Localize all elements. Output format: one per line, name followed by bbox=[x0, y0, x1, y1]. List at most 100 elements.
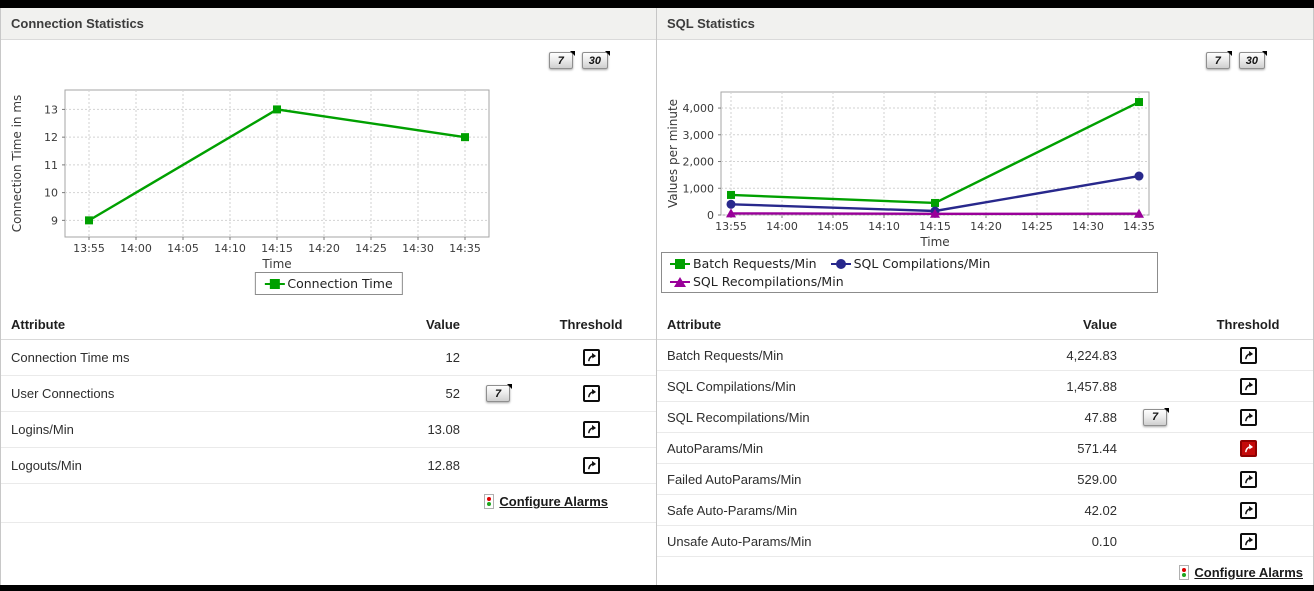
svg-text:14:00: 14:00 bbox=[766, 220, 798, 233]
trend-cell bbox=[470, 411, 526, 448]
attribute-header: Attribute bbox=[657, 310, 1017, 340]
legend-item: SQL Recompilations/Min bbox=[670, 274, 844, 289]
value-header: Value bbox=[1017, 310, 1127, 340]
sql-statistics-panel: SQL Statistics 7 30 13:55 14:00 14:05 14:10… bbox=[657, 8, 1313, 585]
threshold-icon[interactable] bbox=[1239, 532, 1257, 550]
svg-text:14:05: 14:05 bbox=[817, 220, 849, 233]
threshold-icon[interactable] bbox=[582, 421, 600, 439]
trend-cell bbox=[470, 447, 526, 484]
threshold-header: Threshold bbox=[1183, 310, 1313, 340]
table-row: Failed AutoParams/Min 529.00 bbox=[657, 463, 1313, 495]
threshold-icon[interactable] bbox=[1239, 408, 1257, 426]
threshold-icon[interactable] bbox=[1239, 377, 1257, 395]
svg-text:14:25: 14:25 bbox=[355, 242, 387, 255]
table-row: Connection Time ms 12 bbox=[1, 339, 656, 376]
threshold-cell bbox=[1183, 463, 1313, 495]
table-header-row: Attribute Value Threshold bbox=[1, 310, 656, 340]
threshold-cell bbox=[1183, 339, 1313, 371]
svg-text:14:00: 14:00 bbox=[120, 242, 152, 255]
svg-text:3,000: 3,000 bbox=[683, 129, 715, 142]
svg-text:Time: Time bbox=[919, 235, 949, 249]
trend-cell bbox=[1127, 339, 1183, 371]
table-row: User Connections 52 7 bbox=[1, 375, 656, 412]
top-black-bar bbox=[0, 0, 1314, 8]
trend-cell: 7 bbox=[1127, 401, 1183, 433]
chart-range-buttons: 7 30 bbox=[1205, 51, 1268, 69]
threshold-cell bbox=[1183, 370, 1313, 402]
trend-cell bbox=[1127, 432, 1183, 464]
attribute-label: User Connections bbox=[1, 375, 360, 412]
trend-cell bbox=[470, 339, 526, 376]
threshold-cell bbox=[1183, 525, 1313, 557]
legend-label: Connection Time bbox=[287, 276, 393, 291]
range-7-button[interactable]: 7 bbox=[548, 51, 575, 69]
attribute-label: Logins/Min bbox=[1, 411, 360, 448]
legend-item: SQL Compilations/Min bbox=[830, 256, 991, 271]
configure-alarms-row: Configure Alarms bbox=[1, 483, 656, 523]
attribute-label: SQL Compilations/Min bbox=[657, 370, 1017, 402]
curved-arrow-icon bbox=[1244, 412, 1253, 421]
threshold-icon[interactable] bbox=[1239, 470, 1257, 488]
svg-text:12: 12 bbox=[44, 131, 58, 144]
svg-text:Values per minute: Values per minute bbox=[666, 99, 680, 208]
table-row: Logins/Min 13.08 bbox=[1, 411, 656, 448]
range-7-button[interactable]: 7 bbox=[1205, 51, 1232, 69]
table-row: Logouts/Min 12.88 bbox=[1, 447, 656, 484]
trend-7-button[interactable]: 7 bbox=[1143, 407, 1169, 426]
table-row: AutoParams/Min 571.44 bbox=[657, 432, 1313, 464]
attribute-value: 42.02 bbox=[1017, 494, 1127, 526]
attribute-value: 0.10 bbox=[1017, 525, 1127, 557]
traffic-light-icon bbox=[1179, 564, 1190, 580]
svg-text:14:30: 14:30 bbox=[402, 242, 434, 255]
table-row: Batch Requests/Min 4,224.83 bbox=[657, 339, 1313, 371]
svg-text:0: 0 bbox=[707, 209, 714, 222]
attribute-label: SQL Recompilations/Min bbox=[657, 401, 1017, 433]
range-30-button[interactable]: 30 bbox=[1238, 51, 1268, 69]
svg-text:9: 9 bbox=[51, 214, 58, 227]
configure-alarms-link[interactable]: Configure Alarms bbox=[1179, 564, 1303, 580]
threshold-cell bbox=[526, 339, 656, 376]
range-30-button[interactable]: 30 bbox=[581, 51, 611, 69]
threshold-header: Threshold bbox=[526, 310, 656, 340]
attribute-value: 13.08 bbox=[360, 411, 470, 448]
threshold-icon[interactable] bbox=[582, 457, 600, 475]
traffic-light-icon bbox=[484, 494, 495, 509]
configure-alarms-label: Configure Alarms bbox=[1194, 564, 1303, 580]
legend-square-marker-icon bbox=[670, 258, 690, 270]
threshold-icon[interactable] bbox=[582, 349, 600, 367]
threshold-icon[interactable] bbox=[582, 385, 600, 403]
panel-title: SQL Statistics bbox=[657, 8, 1313, 40]
attribute-label: Safe Auto-Params/Min bbox=[657, 494, 1017, 526]
threshold-alert-icon[interactable] bbox=[1239, 439, 1257, 457]
threshold-cell bbox=[526, 375, 656, 412]
svg-text:11: 11 bbox=[44, 159, 58, 172]
attribute-value: 529.00 bbox=[1017, 463, 1127, 495]
curved-arrow-icon bbox=[1244, 474, 1253, 483]
trend-cell bbox=[1127, 525, 1183, 557]
trend-cell bbox=[1127, 463, 1183, 495]
curved-arrow-icon bbox=[1244, 536, 1253, 545]
svg-text:14:35: 14:35 bbox=[449, 242, 481, 255]
legend-label: SQL Compilations/Min bbox=[853, 256, 991, 271]
threshold-cell bbox=[526, 411, 656, 448]
threshold-icon[interactable] bbox=[1239, 346, 1257, 364]
connection-statistics-panel: Connection Statistics 7 30 13:55 14:00 14:… bbox=[1, 8, 657, 585]
attribute-value: 12 bbox=[360, 339, 470, 376]
chart-range-buttons: 7 30 bbox=[548, 51, 611, 69]
curved-arrow-icon bbox=[1244, 381, 1253, 390]
threshold-icon[interactable] bbox=[1239, 501, 1257, 519]
legend-item: Batch Requests/Min bbox=[670, 256, 817, 271]
spacer-header bbox=[1127, 310, 1183, 340]
trend-cell: 7 bbox=[470, 375, 526, 412]
table-row: SQL Compilations/Min 1,457.88 bbox=[657, 370, 1313, 402]
attribute-value: 4,224.83 bbox=[1017, 339, 1127, 371]
curved-arrow-icon bbox=[1244, 505, 1253, 514]
threshold-cell bbox=[1183, 432, 1313, 464]
configure-alarms-link[interactable]: Configure Alarms bbox=[484, 494, 608, 509]
svg-text:14:15: 14:15 bbox=[261, 242, 293, 255]
trend-7-button[interactable]: 7 bbox=[486, 384, 512, 403]
svg-text:1,000: 1,000 bbox=[683, 182, 715, 195]
table-header-row: Attribute Value Threshold bbox=[657, 310, 1313, 340]
sql-statistics-table: Attribute Value Threshold Batch Requests… bbox=[657, 310, 1313, 585]
